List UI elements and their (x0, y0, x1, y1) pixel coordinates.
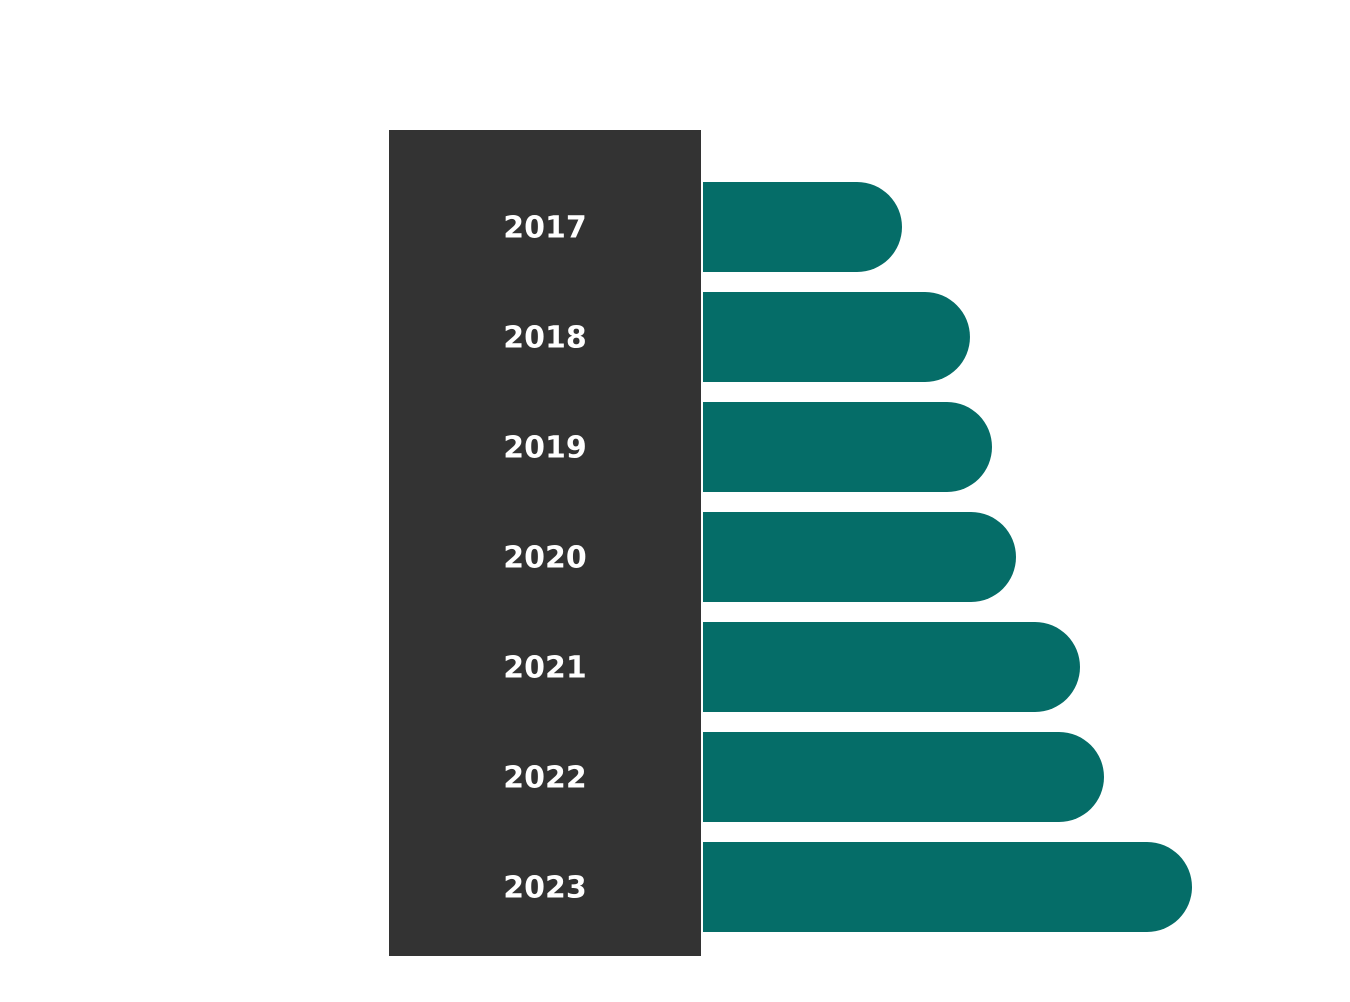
bar (703, 292, 970, 382)
bar (703, 182, 902, 272)
category-label: 2017 (503, 211, 587, 246)
category-label: 2019 (503, 431, 587, 466)
label-panel (389, 130, 701, 956)
category-label: 2020 (503, 541, 587, 576)
category-label: 2022 (503, 761, 587, 796)
category-label: 2018 (503, 321, 587, 356)
bar (703, 842, 1192, 932)
category-label: 2021 (503, 651, 587, 686)
bar (703, 622, 1080, 712)
category-label: 2023 (503, 871, 587, 906)
bar (703, 512, 1016, 602)
bar (703, 402, 992, 492)
bar (703, 732, 1104, 822)
